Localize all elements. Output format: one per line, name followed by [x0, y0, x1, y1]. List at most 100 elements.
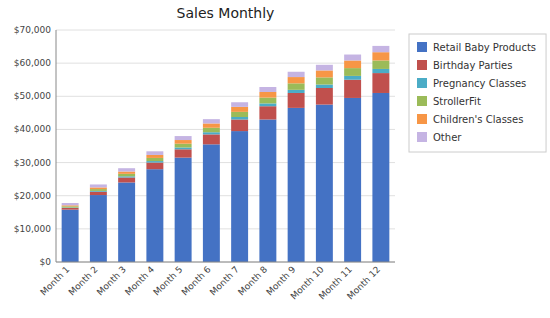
bar-segment [316, 88, 333, 105]
bar-segment [146, 151, 163, 155]
y-tick-label: $30,000 [14, 158, 51, 168]
bar-segment [344, 60, 361, 68]
bar-segment [316, 85, 333, 88]
bar-segment [62, 203, 79, 205]
x-tick-label: Month 12 [345, 264, 382, 301]
bar-segment [90, 189, 107, 191]
title: Sales Monthly [177, 5, 275, 21]
bar-segment [203, 144, 220, 262]
bar-segment [344, 68, 361, 76]
bar-segment [231, 117, 248, 119]
bar-segment [344, 98, 361, 262]
legend-label: Pregnancy Classes [433, 78, 526, 89]
bar-segment [344, 80, 361, 98]
legend-swatch [417, 60, 427, 70]
bar-segment [288, 72, 305, 77]
bar-segment [62, 206, 79, 207]
bar-segment [175, 158, 192, 262]
bar-segment [146, 155, 163, 158]
bar-segment [62, 207, 79, 208]
bar-segment [288, 108, 305, 262]
bar-segment [118, 182, 135, 262]
bar-segment [259, 103, 276, 106]
bar-segment [175, 147, 192, 149]
bar-segment [231, 107, 248, 112]
legend: Retail Baby ProductsBirthday PartiesPreg… [409, 34, 546, 152]
bar-segment [259, 98, 276, 104]
bar-segment [90, 195, 107, 262]
y-tick-label: $60,000 [14, 58, 51, 68]
bar-segment [288, 83, 305, 89]
bar-segment [288, 77, 305, 83]
y-tick-label: $50,000 [14, 91, 51, 101]
bar-segment [175, 140, 192, 144]
bar-segment [231, 112, 248, 117]
grid-line [56, 262, 395, 263]
bar-segment [231, 119, 248, 131]
bar-segment [62, 208, 79, 210]
legend-swatch [417, 114, 427, 124]
bar-segment [344, 76, 361, 80]
bar-segment [62, 210, 79, 262]
bar-segment [372, 60, 389, 68]
legend-label: Birthday Parties [433, 60, 512, 71]
y-tick-label: $20,000 [14, 191, 51, 201]
bar-segment [372, 69, 389, 73]
bar-segment [118, 176, 135, 177]
bar-segment [316, 105, 333, 262]
bar-segment [231, 131, 248, 262]
bar-segment [259, 92, 276, 98]
legend-swatch [417, 42, 427, 52]
bar-segment [231, 102, 248, 107]
x-axis [56, 262, 395, 263]
bar-segment [259, 119, 276, 262]
bar-segment [372, 46, 389, 52]
bar-segment [175, 149, 192, 157]
x-tick-label: Month 6 [180, 264, 213, 297]
bar-segment [175, 144, 192, 148]
bar-segment [175, 136, 192, 140]
bar-segment [203, 134, 220, 144]
bar-segment [118, 172, 135, 174]
bar-segment [288, 90, 305, 93]
bar-segment [146, 161, 163, 162]
bar-segment [259, 87, 276, 92]
legend-frame [409, 34, 546, 152]
bar-segment [90, 184, 107, 187]
legend-label: Other [433, 132, 462, 143]
bars [62, 46, 390, 262]
grid-line [56, 30, 395, 31]
y-tick-label: $0 [40, 257, 52, 267]
legend-label: Children's Classes [433, 114, 523, 125]
bar-segment [288, 93, 305, 108]
bar-segment [146, 163, 163, 170]
x-tick-label: Month 1 [38, 264, 71, 297]
x-tick-label: Month 8 [236, 264, 269, 297]
bar-segment [316, 65, 333, 71]
legend-label: StrollerFit [433, 96, 481, 107]
bar-segment [344, 55, 361, 61]
bar-segment [203, 132, 220, 134]
bar-segment [90, 192, 107, 195]
bar-segment [259, 106, 276, 119]
x-tick-label: Month 5 [151, 264, 184, 297]
bar-segment [316, 70, 333, 77]
legend-swatch [417, 132, 427, 142]
bar-segment [203, 123, 220, 127]
bar-segment [146, 169, 163, 262]
bar-segment [372, 73, 389, 93]
x-tick-label: Month 4 [123, 264, 156, 297]
x-tick-label: Month 2 [67, 264, 100, 297]
bar-segment [146, 158, 163, 161]
chart: Sales Monthly $0 $10,000 $20,000 $30,000 $40,… [0, 0, 550, 318]
x-tick-label: Month 7 [208, 264, 241, 297]
bar-segment [372, 52, 389, 60]
legend-swatch [417, 96, 427, 106]
bar-segment [203, 119, 220, 123]
bar-segment [118, 174, 135, 176]
bar-segment [90, 187, 107, 189]
y-tick-label: $10,000 [14, 224, 51, 234]
y-tick-label: $40,000 [14, 124, 51, 134]
y-tick-label: $70,000 [14, 25, 51, 35]
bar-segment [118, 168, 135, 171]
